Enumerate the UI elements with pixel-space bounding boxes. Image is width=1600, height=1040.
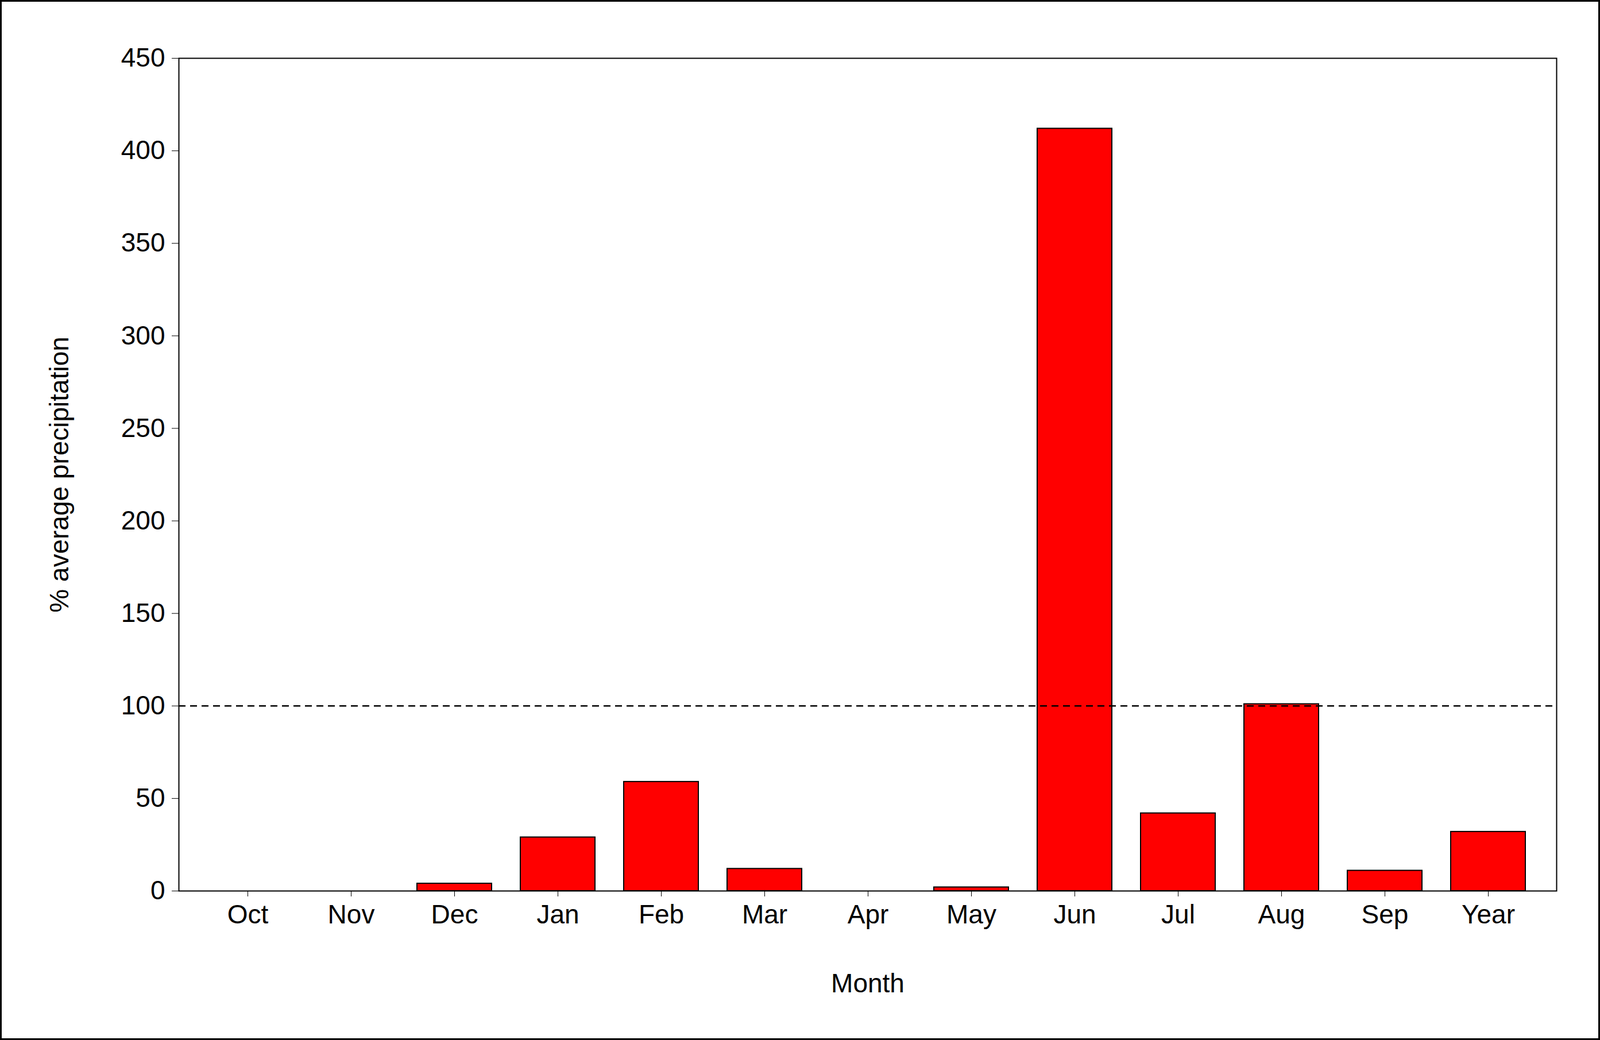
- svg-text:May: May: [946, 899, 997, 930]
- svg-text:100: 100: [121, 690, 166, 721]
- svg-text:150: 150: [121, 597, 166, 628]
- svg-text:Aug: Aug: [1258, 899, 1306, 930]
- svg-text:Sep: Sep: [1361, 899, 1409, 930]
- svg-text:250: 250: [121, 412, 166, 443]
- svg-text:Nov: Nov: [327, 899, 376, 930]
- svg-text:300: 300: [121, 320, 166, 351]
- svg-text:Jan: Jan: [536, 899, 579, 930]
- svg-text:Jun: Jun: [1053, 899, 1096, 930]
- svg-text:200: 200: [121, 505, 166, 536]
- svg-text:Dec: Dec: [431, 899, 479, 930]
- svg-text:Oct: Oct: [227, 899, 269, 930]
- svg-text:Feb: Feb: [638, 899, 684, 930]
- svg-text:0: 0: [150, 875, 166, 906]
- svg-text:400: 400: [121, 134, 166, 165]
- svg-text:Apr: Apr: [847, 899, 890, 930]
- svg-text:% average precipitation: % average precipitation: [44, 336, 75, 613]
- svg-text:350: 350: [121, 227, 166, 258]
- svg-text:Jul: Jul: [1161, 899, 1196, 930]
- svg-text:450: 450: [121, 42, 166, 73]
- svg-text:50: 50: [135, 782, 165, 813]
- svg-text:Mar: Mar: [741, 899, 788, 930]
- svg-text:Month: Month: [831, 968, 905, 999]
- svg-text:Year: Year: [1461, 899, 1516, 930]
